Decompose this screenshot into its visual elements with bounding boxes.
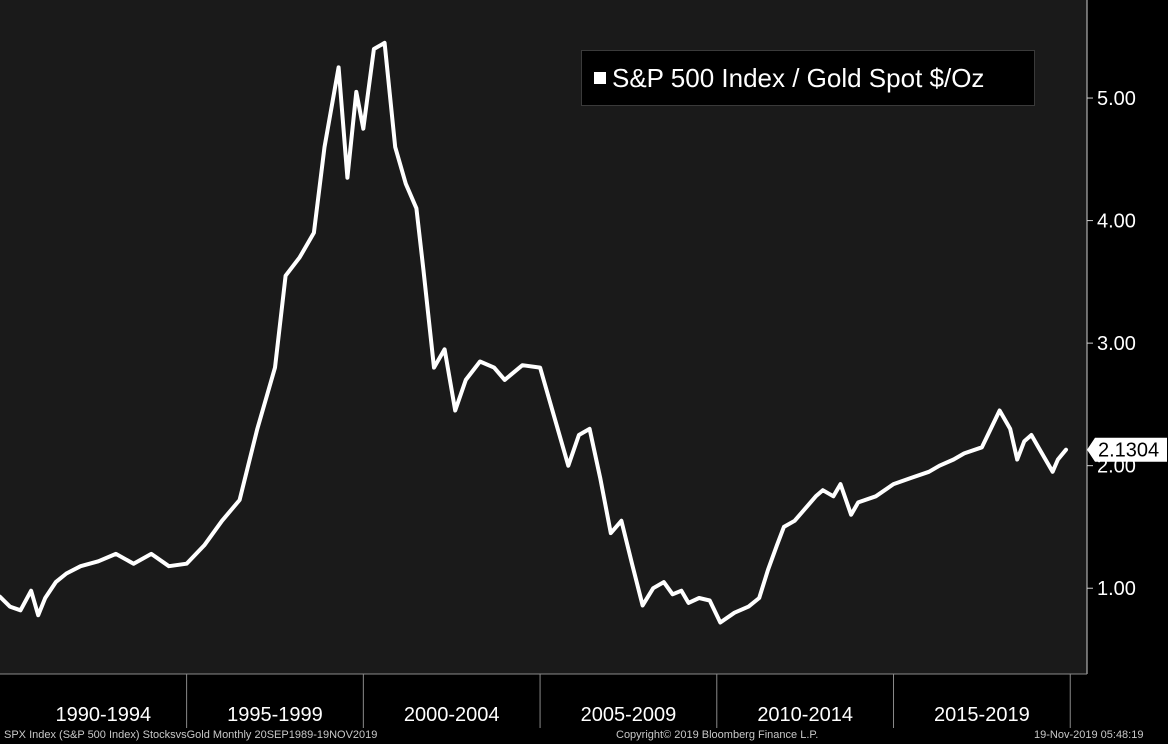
plot-area	[0, 0, 1087, 674]
footer-timestamp: 19-Nov-2019 05:48:19	[1034, 729, 1144, 741]
legend: S&P 500 Index / Gold Spot $/Oz	[581, 50, 1035, 106]
x-tick-label: 1990-1994	[55, 704, 151, 726]
last-value-tag	[1087, 437, 1167, 462]
series-line	[0, 40, 1068, 625]
x-tick-label: 2000-2004	[404, 704, 500, 726]
footer-source: SPX Index (S&P 500 Index) StocksvsGold M…	[4, 729, 378, 741]
last-value-label: 2.1304	[1098, 440, 1159, 462]
y-tick-label: 5.00	[1097, 88, 1136, 110]
legend-swatch	[594, 72, 606, 84]
x-tick-label: 2010-2014	[757, 704, 853, 726]
footer-copyright: Copyright© 2019 Bloomberg Finance L.P.	[616, 729, 819, 741]
legend-label: S&P 500 Index / Gold Spot $/Oz	[612, 62, 985, 93]
x-tick-label: 2015-2019	[934, 704, 1030, 726]
y-tick-label: 1.00	[1097, 578, 1136, 600]
x-tick-label: 1995-1999	[227, 704, 323, 726]
y-tick-label: 4.00	[1097, 211, 1136, 233]
y-tick-label: 3.00	[1097, 333, 1136, 355]
x-tick-label: 2005-2009	[581, 704, 677, 726]
